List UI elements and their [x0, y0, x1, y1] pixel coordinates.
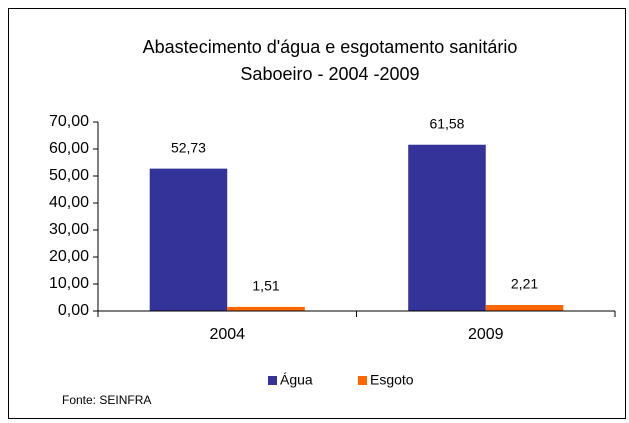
x-tick-label: 2004 — [209, 326, 245, 343]
y-tick-label: 30,00 — [49, 221, 89, 238]
value-label: 52,73 — [171, 139, 206, 155]
bar — [408, 144, 486, 311]
source-note: Fonte: SEINFRA — [62, 393, 151, 407]
chart-subtitle: Saboeiro - 2004 -2009 — [240, 64, 419, 84]
chart-title: Abastecimento d'água e esgotamento sanit… — [143, 37, 518, 57]
bar — [149, 168, 228, 311]
y-tick-label: 50,00 — [49, 167, 89, 184]
y-tick-label: 40,00 — [49, 194, 89, 211]
y-tick-label: 70,00 — [49, 113, 89, 130]
value-label: 1,51 — [252, 278, 279, 294]
value-label: 2,21 — [511, 276, 538, 292]
legend-label: Água — [280, 372, 313, 388]
legend-swatch — [268, 376, 277, 385]
y-tick-label: 20,00 — [49, 248, 89, 265]
legend-label: Esgoto — [370, 372, 414, 388]
x-tick-label: 2009 — [468, 326, 504, 343]
bar — [485, 305, 564, 311]
y-tick-label: 0,00 — [58, 302, 89, 319]
value-label: 61,58 — [429, 115, 464, 131]
bar — [227, 306, 305, 311]
y-tick-label: 60,00 — [49, 140, 89, 157]
legend-swatch — [358, 376, 367, 385]
y-tick-label: 10,00 — [49, 275, 89, 292]
chart-frame — [8, 8, 626, 419]
